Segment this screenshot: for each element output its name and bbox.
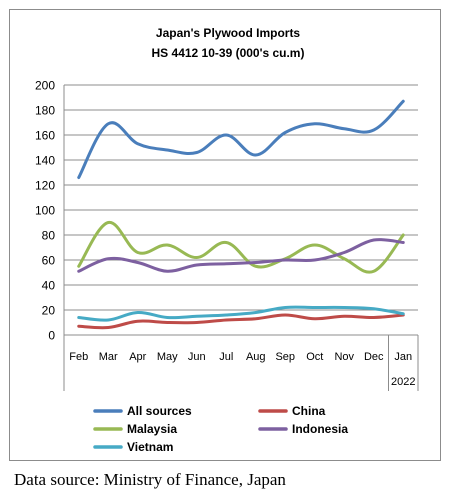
legend: All sources China Malaysia Indonesia Vietnam bbox=[93, 404, 348, 454]
gridlines bbox=[64, 84, 418, 311]
x-tick-label: Feb bbox=[69, 351, 88, 363]
chart-subtitle: HS 4412 10-39 (000's cu.m) bbox=[152, 46, 305, 60]
x-tick-label: Dec bbox=[364, 351, 384, 363]
series-lines bbox=[77, 99, 405, 330]
x-tick-label: Apr bbox=[129, 351, 146, 363]
chart-title: Japan's Plywood Imports bbox=[156, 26, 301, 40]
x-tick-label: Mar bbox=[99, 351, 118, 363]
legend-label-malaysia: Malaysia bbox=[127, 422, 177, 436]
x-tick-label: Jul bbox=[219, 351, 233, 363]
y-tick-label: 180 bbox=[35, 104, 55, 118]
legend-label-all-sources: All sources bbox=[127, 404, 192, 418]
y-tick-label: 60 bbox=[42, 254, 56, 268]
series-line-all-sources bbox=[77, 99, 405, 179]
x-tick-label: Aug bbox=[246, 351, 266, 363]
axes: 0 20 40 60 80 100 120 140 160 180 200 Feb Mar Apr May J… bbox=[35, 79, 419, 391]
series-line-vietnam bbox=[77, 305, 405, 322]
y-tick-label: 160 bbox=[35, 129, 55, 143]
chart-frame: Japan's Plywood Imports HS 4412 10-39 (0… bbox=[9, 9, 441, 461]
y-tick-label: 200 bbox=[35, 79, 55, 93]
x-tick-label: May bbox=[157, 351, 178, 363]
series-line-china bbox=[77, 313, 405, 330]
legend-label-vietnam: Vietnam bbox=[127, 440, 173, 454]
legend-label-china: China bbox=[292, 404, 326, 418]
x-tick-label: Sep bbox=[275, 351, 295, 363]
x-tick-label: Oct bbox=[306, 351, 323, 363]
y-tick-label: 0 bbox=[48, 329, 55, 343]
x-tick-label: Jan bbox=[394, 351, 412, 363]
series-line-indonesia bbox=[77, 238, 405, 273]
year-label: 2022 bbox=[391, 376, 415, 388]
line-chart: Japan's Plywood Imports HS 4412 10-39 (0… bbox=[35, 26, 419, 454]
x-tick-label: Jun bbox=[188, 351, 206, 363]
y-tick-label: 40 bbox=[42, 279, 56, 293]
y-tick-label: 80 bbox=[42, 229, 56, 243]
y-tick-label: 20 bbox=[42, 304, 56, 318]
y-tick-label: 120 bbox=[35, 179, 55, 193]
legend-label-indonesia: Indonesia bbox=[292, 422, 348, 436]
x-tick-label: Nov bbox=[334, 351, 354, 363]
y-tick-label: 100 bbox=[35, 204, 55, 218]
source-note: Data source: Ministry of Finance, Japan bbox=[14, 470, 286, 489]
series-line-malaysia bbox=[77, 221, 405, 274]
y-tick-label: 140 bbox=[35, 154, 55, 168]
